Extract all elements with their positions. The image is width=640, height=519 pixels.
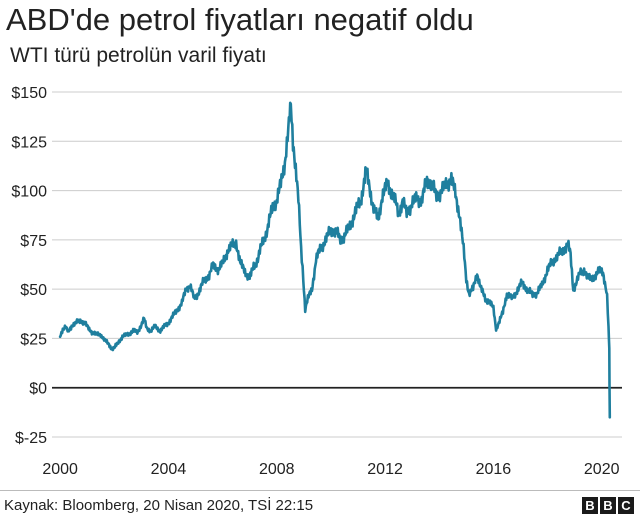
bbc-logo: B B C [582,497,634,514]
source-note: Kaynak: Bloomberg, 20 Nisan 2020, TSİ 22… [4,497,314,514]
x-tick-label: 2020 [584,461,620,478]
x-tick-label: 2008 [259,461,295,478]
y-tick-label: $-25 [15,430,47,447]
y-tick-label: $125 [11,134,47,151]
x-tick-label: 2004 [151,461,187,478]
logo-letter: B [600,497,616,514]
chart-subtitle: WTI türü petrolün varil fiyatı [10,44,267,67]
y-tick-label: $50 [20,282,47,299]
y-tick-label: $0 [29,381,47,398]
x-tick-label: 2012 [367,461,403,478]
chart-title: ABD'de petrol fiyatları negatif oldu [6,2,474,37]
line-chart: $150 $125 $100 $75 $50 $25 $0 $-25 2000 2004 2008… [11,85,622,478]
y-tick-label: $25 [20,331,47,348]
x-tick-label: 2000 [42,461,78,478]
series-line-wti [58,101,612,419]
y-tick-label: $150 [11,85,47,102]
logo-letter: B [582,497,598,514]
y-axis-labels: $150 $125 $100 $75 $50 $25 $0 $-25 [11,85,47,447]
y-tick-label: $75 [20,233,47,250]
y-tick-label: $100 [11,184,47,201]
footer-divider [0,490,640,491]
logo-letter: C [618,497,634,514]
grid-lines [52,91,622,438]
x-axis-labels: 2000 2004 2008 2012 2016 2020 [42,461,619,478]
x-tick-label: 2016 [476,461,512,478]
